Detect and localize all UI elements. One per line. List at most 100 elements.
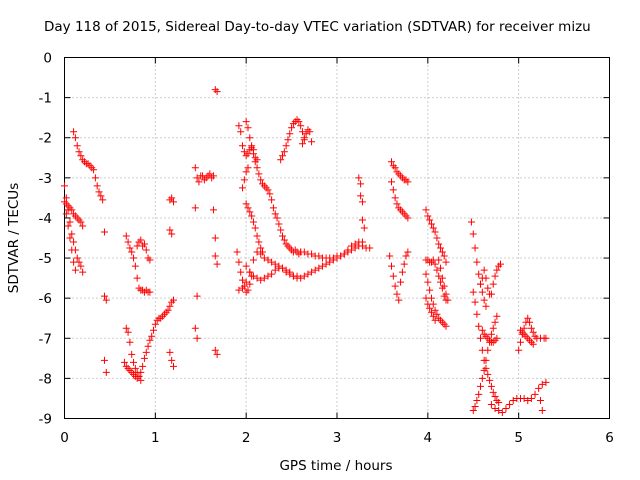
data-point xyxy=(128,350,136,358)
data-point xyxy=(355,174,363,182)
data-point xyxy=(62,210,70,218)
series-arc-42 xyxy=(536,396,546,414)
data-point xyxy=(268,196,276,204)
data-point xyxy=(386,252,394,260)
data-point xyxy=(237,268,245,276)
data-point xyxy=(542,378,550,386)
data-point xyxy=(193,292,201,300)
data-point xyxy=(100,228,108,236)
data-point xyxy=(315,252,323,260)
data-point xyxy=(388,158,395,166)
data-point xyxy=(529,328,537,336)
data-point xyxy=(484,284,492,292)
data-point xyxy=(484,370,492,378)
data-point xyxy=(308,268,316,276)
data-point xyxy=(480,266,488,274)
series-arc-33 xyxy=(435,256,452,304)
data-point xyxy=(487,330,495,338)
data-point xyxy=(239,142,247,150)
data-point xyxy=(260,274,268,282)
data-point xyxy=(120,358,128,366)
series-arc-37 xyxy=(469,312,501,414)
data-point xyxy=(442,258,450,266)
data-point xyxy=(469,406,477,414)
data-point xyxy=(487,400,495,408)
data-point xyxy=(495,398,503,406)
data-point xyxy=(391,194,399,202)
data-point xyxy=(286,130,294,138)
x-tick-label: 4 xyxy=(424,430,433,446)
data-point xyxy=(437,264,445,272)
data-point xyxy=(140,354,148,362)
data-point xyxy=(515,346,523,354)
data-point xyxy=(542,334,550,342)
data-point xyxy=(146,288,154,296)
data-point xyxy=(538,406,546,414)
data-point xyxy=(282,142,290,150)
data-point xyxy=(170,296,177,304)
data-point xyxy=(264,186,272,194)
data-point xyxy=(304,270,312,278)
data-point xyxy=(70,128,78,136)
data-point xyxy=(244,204,252,212)
data-point xyxy=(122,324,130,332)
series-arc-35 xyxy=(469,288,503,406)
series-arc-28 xyxy=(397,248,412,286)
data-point xyxy=(239,276,247,284)
data-point xyxy=(300,272,308,280)
data-point xyxy=(502,404,510,412)
data-point xyxy=(277,156,285,164)
data-point xyxy=(235,258,243,266)
data-point xyxy=(131,364,139,372)
data-point xyxy=(213,260,221,268)
data-point xyxy=(482,274,490,282)
data-point xyxy=(357,180,365,188)
data-point xyxy=(271,266,279,274)
series-arc-36 xyxy=(477,260,504,298)
data-point xyxy=(146,256,154,264)
data-point xyxy=(489,324,497,332)
series-arc-32 xyxy=(422,294,439,324)
data-points xyxy=(61,86,550,416)
data-point xyxy=(249,218,257,226)
data-point xyxy=(150,326,158,334)
data-point xyxy=(268,270,276,278)
data-point xyxy=(357,192,365,200)
data-point xyxy=(435,256,443,264)
data-point xyxy=(433,266,441,274)
data-point xyxy=(269,204,277,212)
data-point xyxy=(306,128,314,136)
data-point xyxy=(240,176,248,184)
y-tick-label: -2 xyxy=(39,131,52,147)
data-point xyxy=(137,236,145,244)
data-point xyxy=(471,402,479,410)
data-point xyxy=(311,266,319,274)
data-point xyxy=(102,368,110,376)
data-point xyxy=(389,186,397,194)
data-point xyxy=(493,334,501,342)
data-point xyxy=(404,178,412,186)
data-point xyxy=(62,194,70,202)
data-point xyxy=(495,406,503,414)
series-arc-19 xyxy=(242,200,267,256)
data-point xyxy=(75,148,83,156)
data-point xyxy=(246,208,254,216)
data-point xyxy=(391,282,399,290)
data-point xyxy=(90,166,98,174)
y-tick-label: 0 xyxy=(43,51,52,67)
data-point xyxy=(424,212,432,220)
data-point xyxy=(61,182,68,190)
data-point xyxy=(130,254,138,262)
data-point xyxy=(280,148,288,156)
data-point xyxy=(170,362,177,370)
data-point xyxy=(426,286,434,294)
data-point xyxy=(424,300,432,308)
data-point xyxy=(259,248,267,256)
data-point xyxy=(242,262,250,270)
data-point xyxy=(240,148,248,156)
y-tick-label: -7 xyxy=(39,331,52,347)
data-point xyxy=(130,358,138,366)
data-point xyxy=(297,274,305,282)
data-point xyxy=(404,214,412,222)
data-point xyxy=(478,288,486,296)
